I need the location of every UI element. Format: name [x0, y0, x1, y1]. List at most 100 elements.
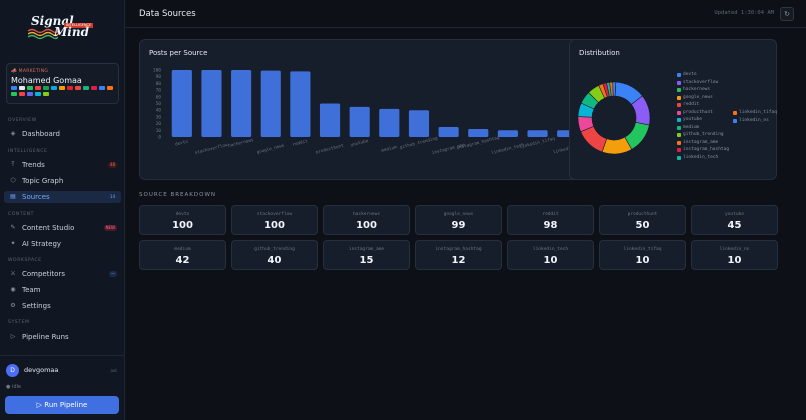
pipeline-status: ● idle [6, 384, 21, 390]
nav-label: Competitors [22, 270, 65, 278]
nav-dashboard[interactable]: ◈ Dashboard [4, 128, 121, 140]
nav-label: Settings [22, 302, 51, 310]
y-tick-label: 90 [156, 74, 162, 80]
legend-label: stackoverflow [683, 79, 719, 85]
source-stat-card[interactable]: medium 42 [139, 240, 226, 270]
donut-chart-title: Distribution [579, 49, 620, 57]
source-stat-card[interactable]: hackernews 100 [323, 205, 410, 235]
nav-content-studio[interactable]: ✎ Content Studio NEW [4, 222, 121, 234]
flag-icon [43, 86, 49, 90]
flag-icon [11, 92, 17, 96]
stat-source-value: 99 [451, 220, 466, 231]
nav-sources[interactable]: ▤ Sources 14 [4, 191, 121, 203]
section-content: CONTENT [8, 212, 34, 217]
nav-ai-strategy[interactable]: ✦ AI Strategy [4, 238, 121, 250]
nav-settings[interactable]: ⚙ Settings [4, 300, 121, 312]
stat-source-value: 10 [727, 255, 742, 266]
profile-flags [11, 86, 117, 96]
pipeline-runs-icon: ▷ [10, 333, 16, 340]
stat-source-value: 10 [543, 255, 558, 266]
flag-icon [91, 86, 97, 90]
stat-source-value: 45 [727, 220, 742, 231]
bar-linkedin_tech [497, 130, 518, 137]
refresh-button[interactable]: ↻ [780, 7, 794, 21]
x-tick-label: stackoverflow [194, 142, 228, 156]
source-stat-card[interactable]: linkedin_tifaq 10 [599, 240, 686, 270]
logout-link[interactable]: out [110, 368, 117, 373]
nav-team[interactable]: ◉ Team [4, 284, 121, 296]
bar-google_news [260, 70, 281, 137]
flag-icon [99, 86, 105, 90]
posts-per-source-card: Posts per Source 0 10 20 30 40 50 60 70 80 90 100 d… [139, 39, 590, 180]
run-pipeline-button[interactable]: ▷ Run Pipeline [5, 396, 119, 414]
nav-label: Pipeline Runs [22, 333, 69, 341]
source-stat-card[interactable]: devto 100 [139, 205, 226, 235]
stat-source-value: 100 [172, 220, 193, 231]
stat-source-name: linkedin_ns [719, 247, 750, 252]
legend-label: github_trending [683, 132, 724, 137]
x-tick-label: devto [175, 138, 189, 147]
legend-swatch [733, 118, 737, 123]
nav-trends[interactable]: ⤒ Trends 48 [4, 159, 121, 171]
source-stat-card[interactable]: linkedin_tech 10 [507, 240, 594, 270]
nav-label: Topic Graph [22, 177, 64, 185]
source-stat-card[interactable]: producthunt 50 [599, 205, 686, 235]
stat-source-name: hackernews [352, 212, 381, 217]
flag-icon [75, 86, 81, 90]
nav-label: Dashboard [22, 130, 60, 138]
x-tick-label: github_trending [399, 135, 439, 150]
source-breakdown-title: SOURCE BREAKDOWN [139, 192, 217, 198]
stat-source-name: linkedin_tech [532, 247, 569, 252]
legend-swatch [677, 133, 681, 137]
source-stat-card[interactable]: reddit 98 [507, 205, 594, 235]
legend-label: hackernews [683, 87, 711, 92]
x-tick-label: youtube [350, 138, 369, 148]
y-tick-label: 80 [156, 81, 162, 87]
dashboard-icon: ◈ [10, 130, 16, 137]
nav-pipeline-runs[interactable]: ▷ Pipeline Runs [4, 331, 121, 343]
source-stat-card[interactable]: github_trending 40 [231, 240, 318, 270]
legend-label: producthunt [683, 109, 713, 115]
profile-card[interactable]: 📣 MARKETING Mohamed Gomaa [6, 63, 119, 104]
stat-source-value: 98 [543, 220, 558, 231]
stat-source-name: instagram_ame [348, 247, 385, 252]
nav-label: Team [22, 286, 41, 294]
legend-label: youtube [683, 117, 702, 122]
y-tick-label: 40 [156, 108, 162, 114]
stat-source-name: reddit [542, 212, 559, 217]
legend-swatch [677, 80, 681, 85]
source-stat-card[interactable]: google_news 99 [415, 205, 502, 235]
top-header: Data Sources Updated 1:30:04 AM ↻ [125, 0, 806, 28]
source-stat-card[interactable]: instagram_hashtag 12 [415, 240, 502, 270]
logo-wave-icon [28, 28, 58, 40]
legend-swatch [677, 118, 681, 122]
flag-icon [19, 86, 25, 90]
y-tick-label: 100 [153, 68, 161, 74]
source-stat-card[interactable]: stackoverflow 100 [231, 205, 318, 235]
source-stat-card[interactable]: youtube 45 [691, 205, 778, 235]
flag-icon [83, 86, 89, 90]
competitors-badge: — [109, 271, 117, 277]
nav-competitors[interactable]: ⚔ Competitors — [4, 268, 121, 280]
nav-label: Content Studio [22, 224, 75, 232]
x-tick-label: producthunt [315, 143, 344, 156]
nav-topic-graph[interactable]: ⬡ Topic Graph [4, 175, 121, 187]
legend-swatch [677, 88, 681, 92]
source-stat-card[interactable]: instagram_ame 15 [323, 240, 410, 270]
signalmind-logo[interactable]: Signal INTELLIGENCE Mind [28, 14, 98, 44]
source-stat-card[interactable]: linkedin_ns 10 [691, 240, 778, 270]
flag-icon [27, 86, 33, 90]
legend-label: instagram_ame [683, 139, 719, 145]
flag-icon [35, 86, 41, 90]
flag-icon [51, 86, 57, 90]
bar-instagram_hashtag [468, 128, 489, 137]
legend-label: instagram_hashtag [683, 147, 730, 152]
competitors-icon: ⚔ [10, 270, 16, 277]
stat-source-name: medium [174, 247, 191, 252]
stat-source-value: 10 [635, 255, 650, 266]
avatar[interactable]: D [6, 364, 19, 377]
bar-producthunt [319, 103, 341, 137]
bar-reddit [290, 71, 311, 137]
y-tick-label: 50 [156, 101, 162, 107]
